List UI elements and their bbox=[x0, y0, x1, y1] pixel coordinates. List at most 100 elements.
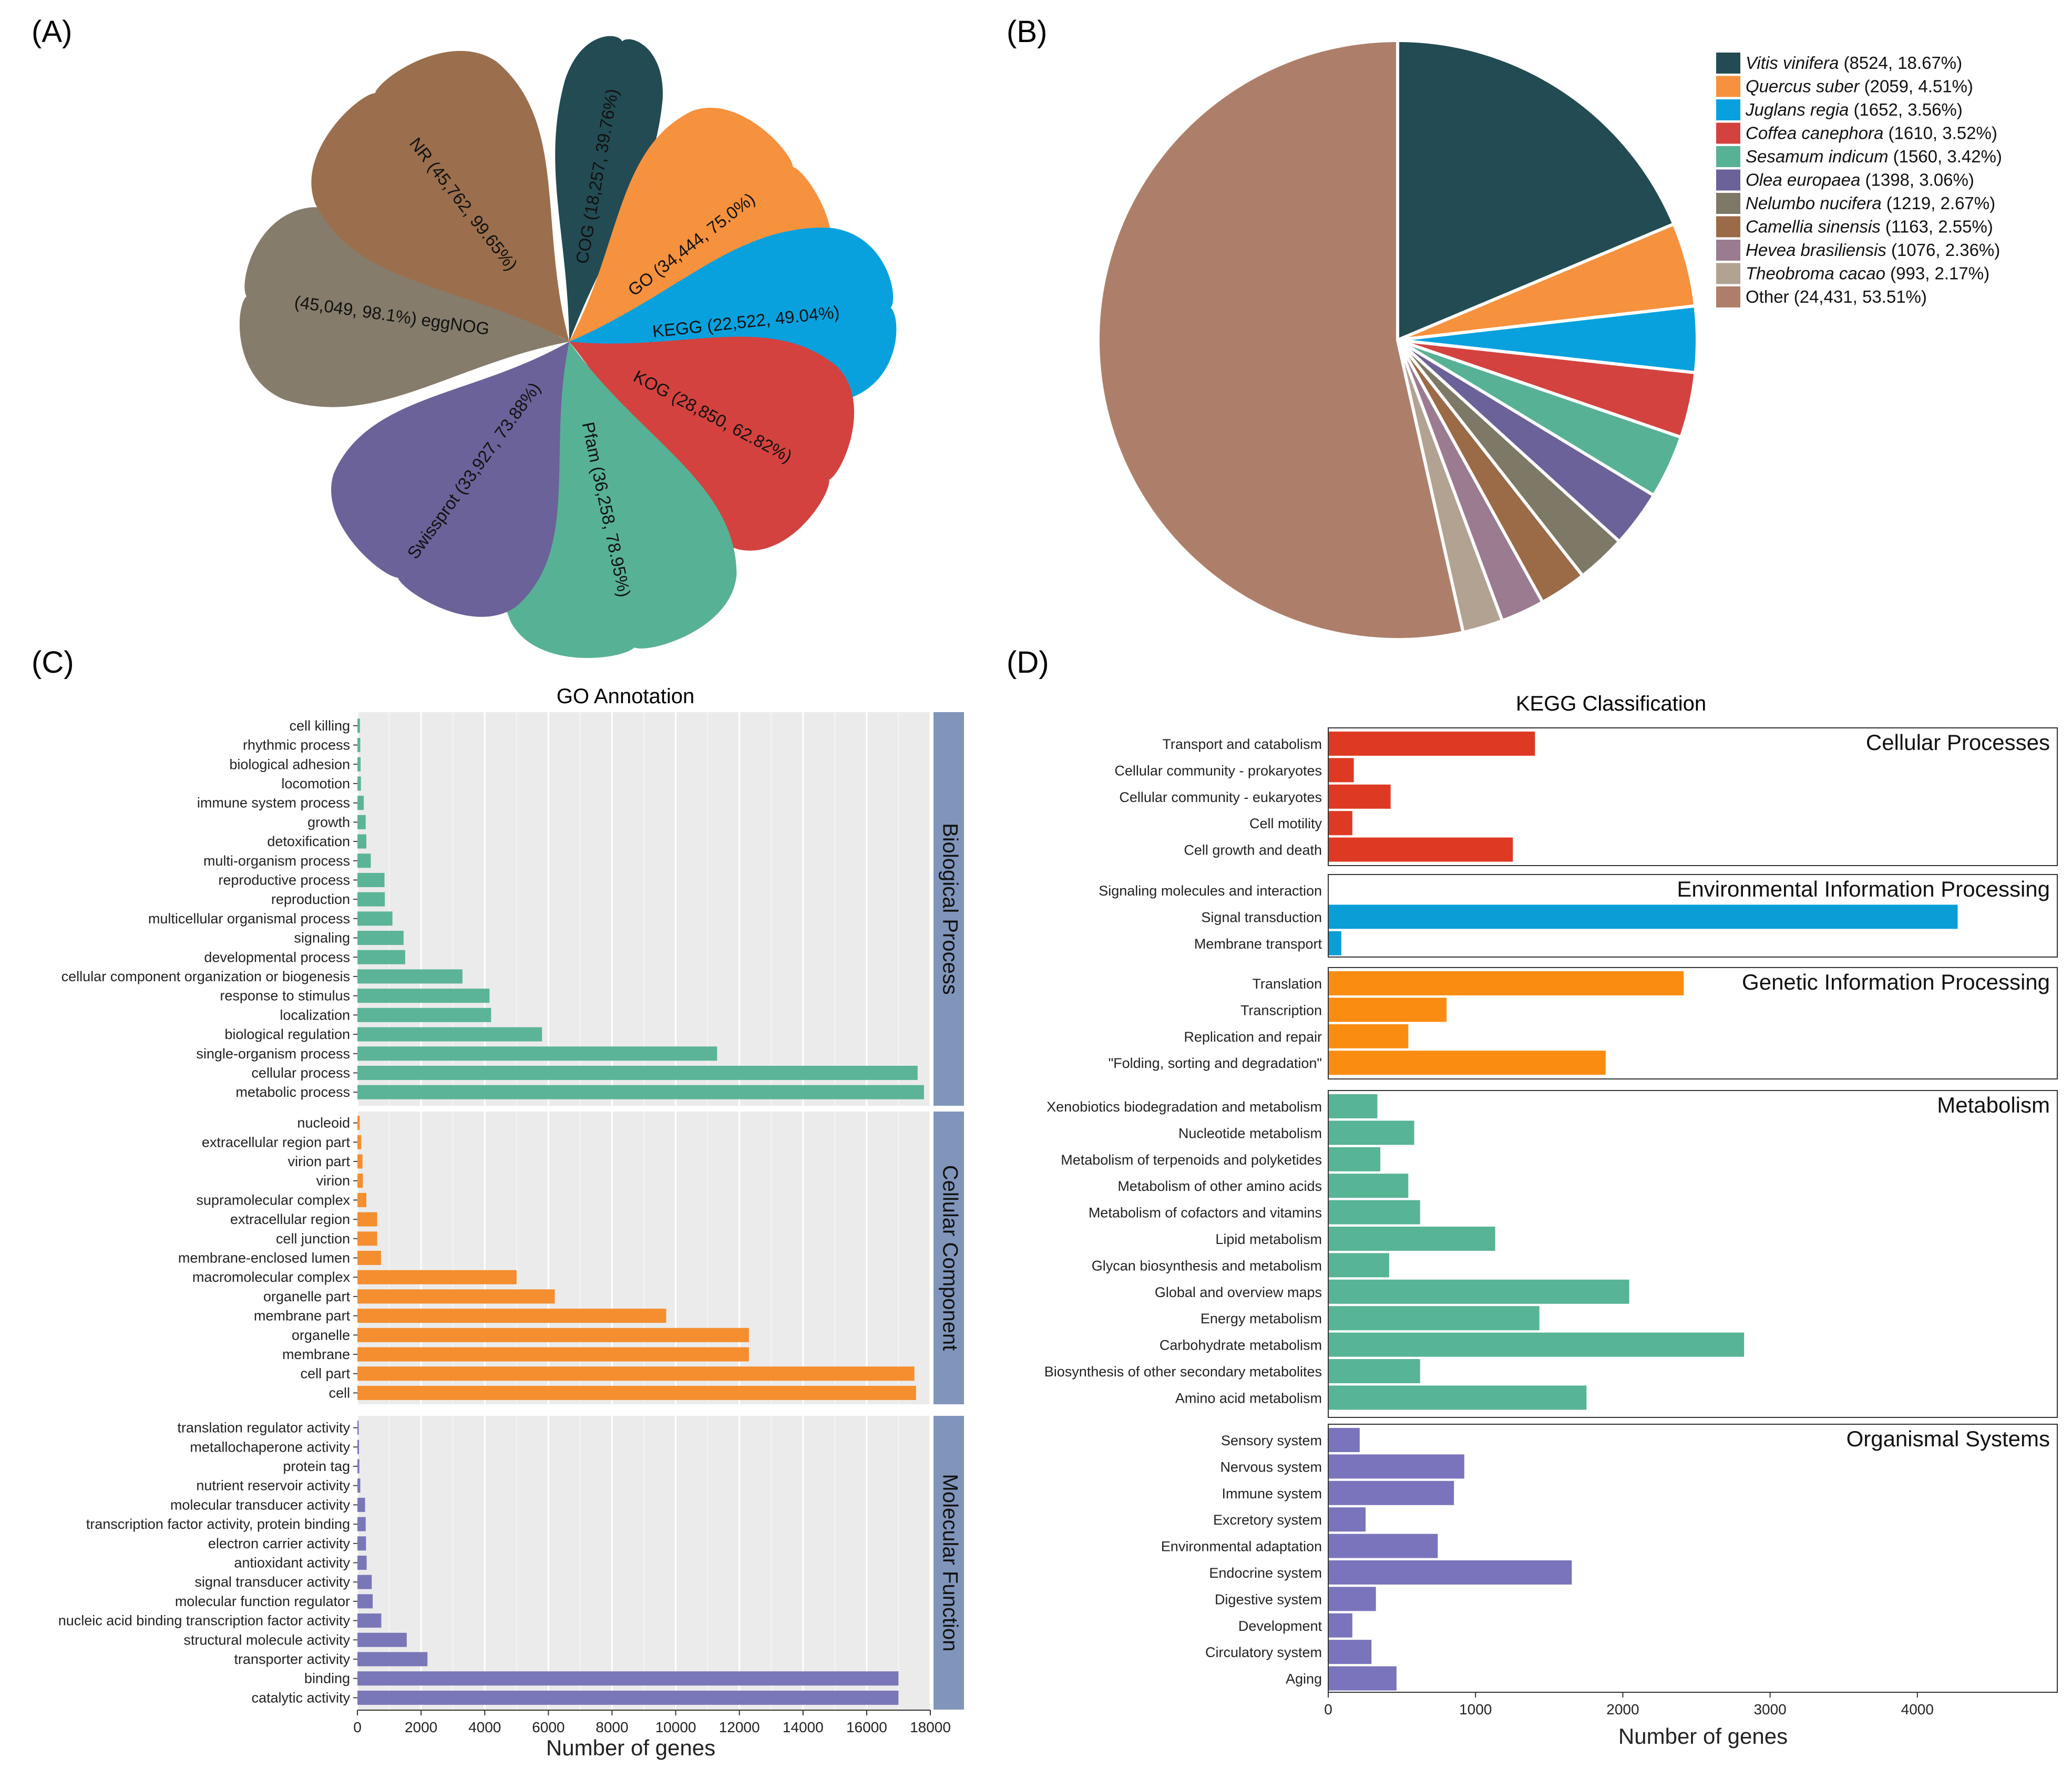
go-category-label: nutrient reservoir activity bbox=[196, 1478, 350, 1494]
legend-swatch bbox=[1716, 286, 1740, 307]
kegg-bar-digestive-system bbox=[1329, 1587, 1376, 1611]
petal-cog bbox=[555, 36, 663, 342]
facet-strip bbox=[934, 1112, 964, 1404]
go-category-label: extracellular region part bbox=[202, 1134, 351, 1150]
kegg-bar-signal-transduction bbox=[1329, 904, 1958, 929]
go-category-label: biological adhesion bbox=[229, 756, 350, 772]
go-bar-nucleoid bbox=[357, 1116, 360, 1130]
group-title: Environmental Information Processing bbox=[1677, 877, 2050, 901]
kegg-category-label: Digestive system bbox=[1215, 1591, 1322, 1607]
go-category-label: response to stimulus bbox=[220, 988, 350, 1004]
kegg-category-label: Signaling molecules and interaction bbox=[1099, 883, 1322, 899]
kegg-category-label: "Folding, sorting and degradation" bbox=[1109, 1055, 1322, 1071]
go-category-label: cell killing bbox=[289, 718, 350, 734]
go-category-label: catalytic activity bbox=[251, 1690, 350, 1705]
go-bar-membrane-part bbox=[357, 1309, 666, 1323]
kegg-category-label: Circulatory system bbox=[1205, 1644, 1322, 1660]
legend-swatch bbox=[1716, 193, 1740, 214]
go-bar-immune-system-process bbox=[357, 796, 364, 810]
legend-swatch bbox=[1716, 76, 1740, 97]
x-tick-label: 18000 bbox=[910, 1719, 951, 1735]
legend-entry: Hevea brasiliensis (1076, 2.36%) bbox=[1746, 240, 2000, 260]
panel-label-b: (B) bbox=[1007, 15, 1047, 49]
facet-strip bbox=[934, 712, 964, 1106]
go-bar-translation-regulator-activity bbox=[357, 1421, 359, 1435]
kegg-category-label: Replication and repair bbox=[1184, 1029, 1322, 1045]
go-bar-cell-junction bbox=[357, 1231, 377, 1246]
go-category-label: membrane part bbox=[254, 1308, 351, 1324]
legend-entry: Vitis vinifera (8524, 18.67%) bbox=[1746, 53, 1962, 73]
x-tick-label: 0 bbox=[353, 1719, 362, 1735]
go-bar-cell bbox=[357, 1385, 916, 1400]
go-category-label: immune system process bbox=[197, 795, 350, 811]
kegg-category-label: Nervous system bbox=[1220, 1459, 1322, 1475]
go-category-label: nucleic acid binding transcription facto… bbox=[58, 1613, 351, 1629]
x-tick-label: 6000 bbox=[532, 1719, 565, 1735]
kegg-category-label: Lipid metabolism bbox=[1215, 1231, 1322, 1247]
go-category-label: organelle bbox=[292, 1327, 350, 1343]
x-tick-label: 12000 bbox=[719, 1719, 760, 1735]
legend-entry: Quercus suber (2059, 4.51%) bbox=[1746, 77, 1973, 96]
go-category-label: cell bbox=[329, 1385, 350, 1401]
go-category-label: cell junction bbox=[276, 1231, 350, 1247]
go-bar-locomotion bbox=[357, 776, 361, 791]
go-bar-reproduction bbox=[357, 892, 385, 907]
go-category-label: binding bbox=[304, 1671, 350, 1686]
go-bar-metabolic-process bbox=[357, 1085, 924, 1099]
go-category-label: structural molecule activity bbox=[183, 1632, 350, 1648]
go-category-label: cellular process bbox=[251, 1065, 350, 1081]
kegg-x-axis-title: Number of genes bbox=[1618, 1724, 1788, 1749]
legend-swatch bbox=[1716, 240, 1740, 261]
petal-shape bbox=[555, 36, 663, 342]
go-bar-transcription-factor-activity-protein-binding bbox=[357, 1517, 366, 1531]
go-bar-response-to-stimulus bbox=[357, 989, 490, 1003]
go-category-label: organelle part bbox=[263, 1289, 351, 1304]
go-bar-extracellular-region-part bbox=[357, 1135, 362, 1149]
go-category-label: single-organism process bbox=[196, 1046, 350, 1062]
x-tick-label: 4000 bbox=[1901, 1701, 1934, 1717]
kegg-bar-cell-growth-and-death bbox=[1329, 837, 1513, 862]
facet-strip-label: Biological Process bbox=[938, 823, 961, 995]
go-x-axis-title: Number of genes bbox=[546, 1735, 715, 1760]
kegg-category-label: Global and overview maps bbox=[1155, 1284, 1322, 1300]
go-bar-virion-part bbox=[357, 1154, 363, 1169]
go-category-label: translation regulator activity bbox=[177, 1420, 350, 1436]
legend-entry: Olea europaea (1398, 3.06%) bbox=[1746, 170, 1974, 190]
kegg-bar-excretory-system bbox=[1329, 1507, 1366, 1532]
go-bar-supramolecular-complex bbox=[357, 1192, 366, 1207]
kegg-category-label: Transport and catabolism bbox=[1162, 736, 1322, 752]
go-bar-organelle bbox=[357, 1328, 749, 1342]
species-pie-chart bbox=[1096, 38, 1699, 641]
kegg-bar-cell-motility bbox=[1329, 811, 1352, 836]
kegg-chart-title: KEGG Classification bbox=[1516, 692, 1706, 715]
go-bar-biological-regulation bbox=[357, 1027, 542, 1042]
kegg-category-label: Cell growth and death bbox=[1184, 842, 1322, 858]
petal-swissprot bbox=[331, 342, 569, 617]
kegg-group-metabolism: Metabolism Xenobiotics biodegradation and… bbox=[1044, 1090, 2058, 1418]
go-bar-growth bbox=[357, 815, 366, 829]
kegg-bar-glycan-biosynthesis-and-metabolism bbox=[1329, 1253, 1389, 1278]
kegg-bar-endocrine-system bbox=[1329, 1560, 1572, 1585]
petal-flower-chart: COG (18,257, 39.76%) GO (34,444, 75.0%)KE… bbox=[239, 36, 897, 659]
go-category-label: molecular function regulator bbox=[175, 1593, 350, 1609]
kegg-bar-folding-sorting-and-degradation bbox=[1329, 1051, 1606, 1075]
go-bar-developmental-process bbox=[357, 950, 405, 964]
go-category-label: developmental process bbox=[204, 949, 350, 965]
petal-shape bbox=[239, 207, 569, 407]
group-title: Organismal Systems bbox=[1847, 1426, 2050, 1451]
kegg-bar-sensory-system bbox=[1329, 1428, 1360, 1452]
kegg-category-label: Transcription bbox=[1240, 1002, 1322, 1018]
petal-kog bbox=[569, 336, 854, 551]
go-category-label: locomotion bbox=[281, 776, 350, 791]
legend-entry: Theobroma cacao (993, 2.17%) bbox=[1746, 264, 1989, 283]
kegg-bar-membrane-transport bbox=[1329, 931, 1341, 955]
panel-label-a: (A) bbox=[32, 15, 72, 49]
kegg-category-label: Metabolism of cofactors and vitamins bbox=[1089, 1205, 1322, 1221]
kegg-bar-development bbox=[1329, 1613, 1352, 1638]
go-bar-single-organism-process bbox=[357, 1046, 717, 1061]
go-category-label: extracellular region bbox=[230, 1211, 350, 1227]
go-bar-metallochaperone-activity bbox=[357, 1439, 360, 1454]
go-bar-multi-organism-process bbox=[357, 853, 371, 868]
go-category-label: electron carrier activity bbox=[208, 1536, 351, 1551]
